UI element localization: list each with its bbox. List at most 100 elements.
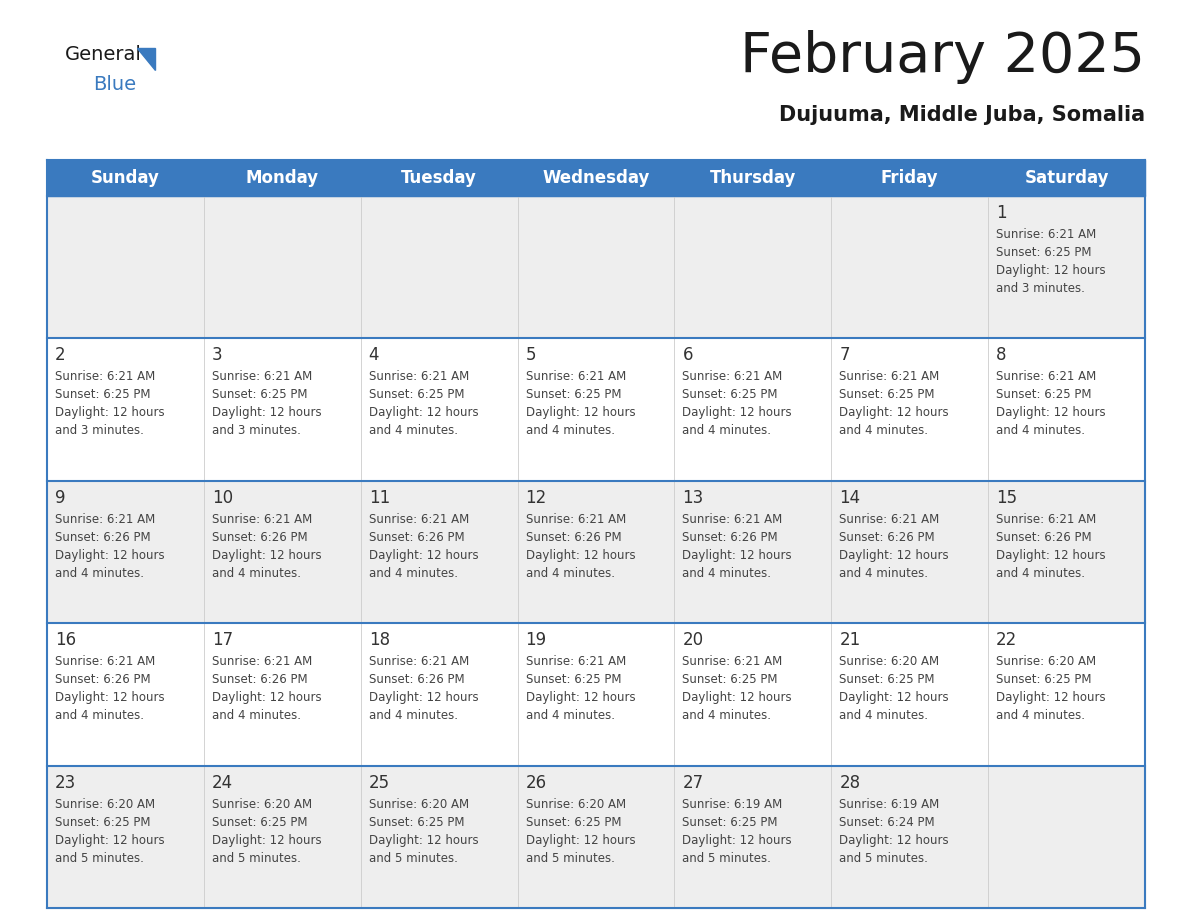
Text: and 4 minutes.: and 4 minutes.: [839, 710, 928, 722]
Text: Sunrise: 6:21 AM: Sunrise: 6:21 AM: [839, 513, 940, 526]
Text: 20: 20: [682, 632, 703, 649]
Text: 7: 7: [839, 346, 849, 364]
Text: Sunset: 6:25 PM: Sunset: 6:25 PM: [997, 673, 1092, 686]
Text: Sunrise: 6:21 AM: Sunrise: 6:21 AM: [211, 655, 312, 668]
Text: and 4 minutes.: and 4 minutes.: [839, 424, 928, 437]
Text: 17: 17: [211, 632, 233, 649]
Text: 8: 8: [997, 346, 1006, 364]
Text: 18: 18: [368, 632, 390, 649]
Text: and 5 minutes.: and 5 minutes.: [368, 852, 457, 865]
Bar: [48, 339, 1145, 481]
Text: Daylight: 12 hours: Daylight: 12 hours: [839, 691, 949, 704]
Text: Sunrise: 6:21 AM: Sunrise: 6:21 AM: [368, 513, 469, 526]
Text: and 4 minutes.: and 4 minutes.: [211, 566, 301, 580]
Text: Daylight: 12 hours: Daylight: 12 hours: [525, 834, 636, 846]
Text: 12: 12: [525, 488, 546, 507]
Text: Sunrise: 6:20 AM: Sunrise: 6:20 AM: [211, 798, 312, 811]
Text: Sunset: 6:25 PM: Sunset: 6:25 PM: [211, 815, 308, 829]
Text: and 4 minutes.: and 4 minutes.: [997, 424, 1085, 437]
Text: Sunset: 6:25 PM: Sunset: 6:25 PM: [682, 815, 778, 829]
Text: Sunset: 6:24 PM: Sunset: 6:24 PM: [839, 815, 935, 829]
Text: Sunrise: 6:21 AM: Sunrise: 6:21 AM: [525, 513, 626, 526]
Text: Sunset: 6:25 PM: Sunset: 6:25 PM: [368, 388, 465, 401]
Text: Daylight: 12 hours: Daylight: 12 hours: [682, 691, 792, 704]
Text: and 5 minutes.: and 5 minutes.: [839, 852, 928, 865]
Text: Sunrise: 6:21 AM: Sunrise: 6:21 AM: [682, 370, 783, 384]
Text: Daylight: 12 hours: Daylight: 12 hours: [368, 834, 479, 846]
Text: Daylight: 12 hours: Daylight: 12 hours: [682, 407, 792, 420]
Text: Sunset: 6:26 PM: Sunset: 6:26 PM: [368, 673, 465, 686]
Text: Sunrise: 6:21 AM: Sunrise: 6:21 AM: [525, 655, 626, 668]
Text: Daylight: 12 hours: Daylight: 12 hours: [55, 834, 165, 846]
Text: Daylight: 12 hours: Daylight: 12 hours: [211, 407, 322, 420]
Text: Sunrise: 6:21 AM: Sunrise: 6:21 AM: [55, 655, 156, 668]
Text: Friday: Friday: [880, 169, 939, 187]
Text: 27: 27: [682, 774, 703, 791]
Text: Sunset: 6:26 PM: Sunset: 6:26 PM: [55, 531, 151, 543]
Text: Sunrise: 6:21 AM: Sunrise: 6:21 AM: [368, 655, 469, 668]
Text: Sunrise: 6:21 AM: Sunrise: 6:21 AM: [368, 370, 469, 384]
Text: 24: 24: [211, 774, 233, 791]
Text: 11: 11: [368, 488, 390, 507]
Text: Daylight: 12 hours: Daylight: 12 hours: [839, 834, 949, 846]
Bar: [48, 623, 1145, 766]
Text: and 4 minutes.: and 4 minutes.: [368, 424, 457, 437]
Text: Sunrise: 6:21 AM: Sunrise: 6:21 AM: [211, 513, 312, 526]
Text: Daylight: 12 hours: Daylight: 12 hours: [368, 407, 479, 420]
Text: Daylight: 12 hours: Daylight: 12 hours: [55, 407, 165, 420]
Text: Blue: Blue: [93, 75, 137, 94]
Text: Daylight: 12 hours: Daylight: 12 hours: [525, 407, 636, 420]
Text: Sunset: 6:26 PM: Sunset: 6:26 PM: [368, 531, 465, 543]
Text: Sunrise: 6:20 AM: Sunrise: 6:20 AM: [839, 655, 940, 668]
Text: 10: 10: [211, 488, 233, 507]
Text: Sunrise: 6:19 AM: Sunrise: 6:19 AM: [839, 798, 940, 811]
Text: 3: 3: [211, 346, 222, 364]
Text: Daylight: 12 hours: Daylight: 12 hours: [682, 549, 792, 562]
Text: 22: 22: [997, 632, 1017, 649]
Text: 15: 15: [997, 488, 1017, 507]
Text: and 3 minutes.: and 3 minutes.: [55, 424, 144, 437]
Text: Daylight: 12 hours: Daylight: 12 hours: [55, 691, 165, 704]
Text: Sunday: Sunday: [91, 169, 160, 187]
Text: Daylight: 12 hours: Daylight: 12 hours: [368, 691, 479, 704]
Text: 9: 9: [55, 488, 65, 507]
Bar: [48, 160, 1145, 196]
Text: Sunrise: 6:20 AM: Sunrise: 6:20 AM: [368, 798, 469, 811]
Text: Sunset: 6:25 PM: Sunset: 6:25 PM: [525, 815, 621, 829]
Text: Sunset: 6:25 PM: Sunset: 6:25 PM: [368, 815, 465, 829]
Text: Sunrise: 6:20 AM: Sunrise: 6:20 AM: [525, 798, 626, 811]
Text: Sunset: 6:25 PM: Sunset: 6:25 PM: [839, 673, 935, 686]
Text: Sunrise: 6:21 AM: Sunrise: 6:21 AM: [997, 513, 1097, 526]
Text: and 5 minutes.: and 5 minutes.: [211, 852, 301, 865]
Text: 13: 13: [682, 488, 703, 507]
Text: and 3 minutes.: and 3 minutes.: [997, 282, 1085, 295]
Bar: [48, 481, 1145, 623]
Text: Sunrise: 6:21 AM: Sunrise: 6:21 AM: [211, 370, 312, 384]
Text: Daylight: 12 hours: Daylight: 12 hours: [997, 407, 1106, 420]
Text: Daylight: 12 hours: Daylight: 12 hours: [997, 264, 1106, 277]
Text: Wednesday: Wednesday: [542, 169, 650, 187]
Text: and 5 minutes.: and 5 minutes.: [525, 852, 614, 865]
Text: Sunset: 6:26 PM: Sunset: 6:26 PM: [525, 531, 621, 543]
Text: Daylight: 12 hours: Daylight: 12 hours: [368, 549, 479, 562]
Text: and 4 minutes.: and 4 minutes.: [682, 424, 771, 437]
Text: 1: 1: [997, 204, 1006, 222]
Text: Sunset: 6:25 PM: Sunset: 6:25 PM: [55, 815, 151, 829]
Text: Daylight: 12 hours: Daylight: 12 hours: [525, 549, 636, 562]
Text: and 4 minutes.: and 4 minutes.: [682, 710, 771, 722]
Text: and 5 minutes.: and 5 minutes.: [55, 852, 144, 865]
Text: Sunrise: 6:20 AM: Sunrise: 6:20 AM: [997, 655, 1097, 668]
Text: Daylight: 12 hours: Daylight: 12 hours: [997, 549, 1106, 562]
Text: Sunrise: 6:21 AM: Sunrise: 6:21 AM: [55, 370, 156, 384]
Text: 16: 16: [55, 632, 76, 649]
Text: and 4 minutes.: and 4 minutes.: [525, 566, 614, 580]
Text: 28: 28: [839, 774, 860, 791]
Text: Dujuuma, Middle Juba, Somalia: Dujuuma, Middle Juba, Somalia: [779, 105, 1145, 125]
Text: 14: 14: [839, 488, 860, 507]
Text: Sunset: 6:25 PM: Sunset: 6:25 PM: [997, 246, 1092, 259]
Text: Daylight: 12 hours: Daylight: 12 hours: [839, 549, 949, 562]
Bar: [48, 766, 1145, 908]
Text: 6: 6: [682, 346, 693, 364]
Text: 21: 21: [839, 632, 860, 649]
Text: Sunset: 6:26 PM: Sunset: 6:26 PM: [682, 531, 778, 543]
